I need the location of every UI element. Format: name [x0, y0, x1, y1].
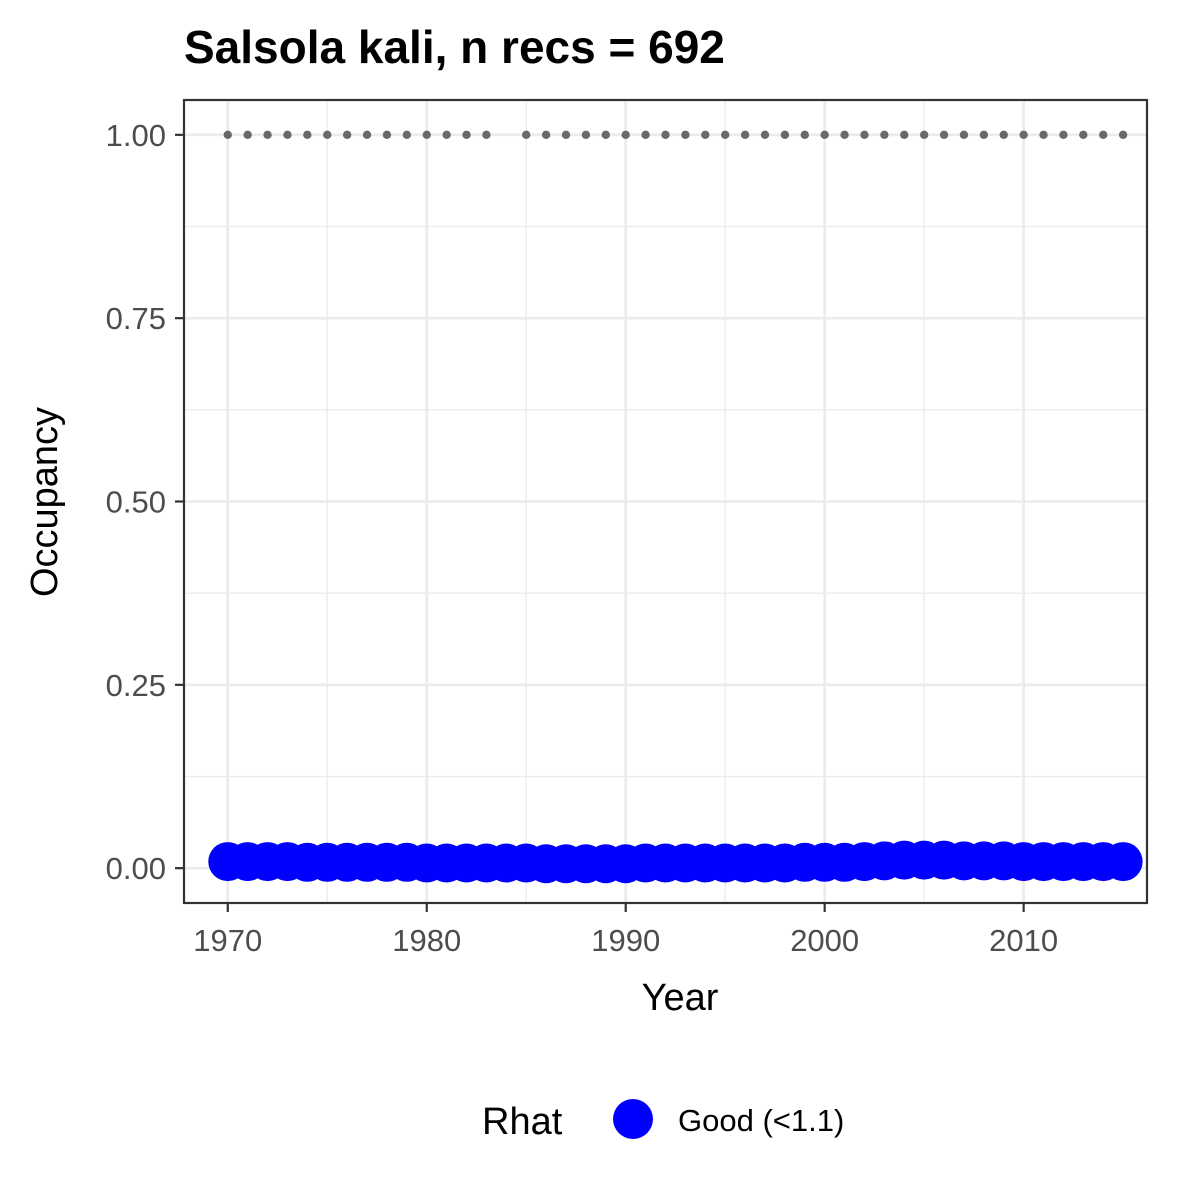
data-point-upper — [601, 130, 611, 140]
data-point-upper — [243, 130, 252, 140]
data-point-upper — [939, 130, 949, 140]
data-point-upper — [959, 130, 969, 140]
data-point-upper — [720, 130, 730, 140]
data-point-upper — [541, 130, 551, 140]
y-tick-label: 0.75 — [106, 301, 166, 336]
data-point-upper — [800, 130, 809, 140]
data-point-upper — [581, 130, 591, 140]
data-point-upper — [1019, 130, 1028, 140]
x-tick-label: 1980 — [392, 923, 461, 958]
x-tick-label: 2000 — [790, 923, 859, 958]
data-point-upper — [442, 130, 451, 140]
legend-key-good — [613, 1099, 653, 1139]
data-point-upper — [661, 130, 670, 140]
data-point-upper — [1079, 130, 1088, 140]
data-point-upper — [422, 130, 431, 140]
data-point-upper — [283, 130, 292, 140]
data-point-upper — [840, 130, 849, 140]
y-tick-label: 0.50 — [106, 485, 166, 520]
data-point-upper — [621, 130, 630, 140]
legend-label-good: Good (<1.1) — [678, 1103, 844, 1138]
data-point-upper — [522, 130, 531, 140]
legend: Rhat Good (<1.1) — [482, 1099, 844, 1143]
data-point-upper — [561, 130, 571, 140]
data-point-upper — [382, 130, 392, 140]
legend-title: Rhat — [482, 1101, 563, 1143]
data-point-upper — [1059, 130, 1068, 140]
data-point-upper — [880, 130, 889, 140]
data-point-upper — [1039, 130, 1048, 140]
data-point-upper — [760, 130, 770, 140]
x-tick-label: 2010 — [989, 923, 1058, 958]
data-point-upper — [263, 130, 272, 140]
y-tick-label: 0.25 — [106, 668, 166, 703]
data-point-upper — [362, 130, 372, 140]
data-point-upper — [979, 130, 989, 140]
x-axis: 1970 1980 1990 2000 2010 — [193, 903, 1058, 958]
data-point-good — [1103, 842, 1143, 882]
data-point-upper — [402, 130, 412, 140]
data-point-upper — [323, 130, 332, 140]
y-axis-title: Occupancy — [24, 407, 66, 597]
data-point-upper — [641, 130, 650, 140]
data-point-upper — [701, 130, 710, 140]
chart-title: Salsola kali, n recs = 692 — [184, 21, 725, 73]
data-point-upper — [303, 130, 312, 140]
data-point-upper — [999, 130, 1008, 140]
x-axis-title: Year — [642, 977, 719, 1019]
data-point-upper — [1118, 130, 1128, 140]
y-tick-label: 0.00 — [106, 851, 166, 886]
data-point-upper — [820, 130, 829, 140]
data-point-upper — [740, 130, 750, 140]
data-point-upper — [919, 130, 929, 140]
data-point-upper — [860, 130, 869, 140]
data-point-upper — [780, 130, 790, 140]
x-tick-label: 1990 — [591, 923, 660, 958]
y-tick-label: 1.00 — [106, 118, 166, 153]
data-point-upper — [1099, 130, 1108, 140]
y-axis: 0.00 0.25 0.50 0.75 1.00 — [106, 118, 184, 886]
data-point-upper — [462, 130, 471, 140]
data-point-upper — [900, 130, 909, 140]
data-point-upper — [681, 130, 690, 140]
x-tick-label: 1970 — [193, 923, 262, 958]
series-layer — [208, 130, 1143, 884]
data-point-upper — [223, 130, 232, 140]
data-point-upper — [482, 130, 491, 140]
data-point-upper — [342, 130, 352, 140]
